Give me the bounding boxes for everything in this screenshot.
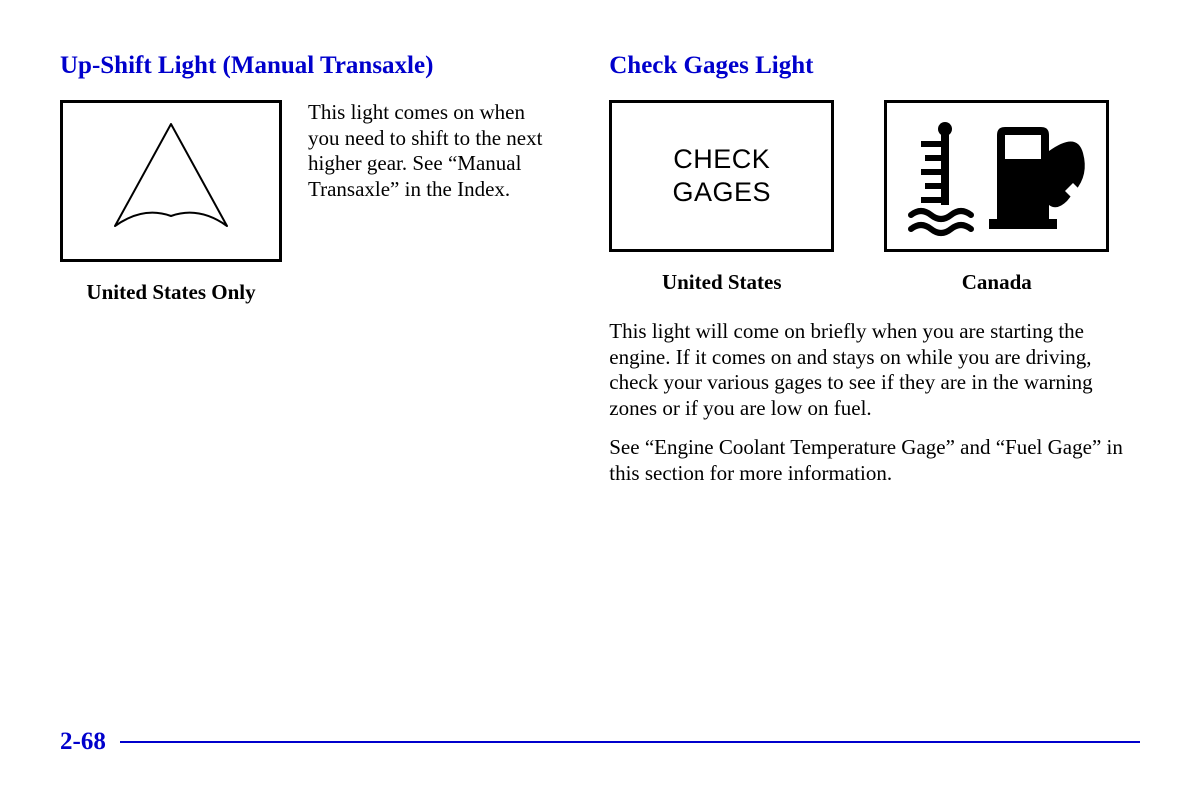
thermometer-icon bbox=[911, 122, 971, 233]
right-para-1: This light will come on briefly when you… bbox=[609, 319, 1140, 421]
fuel-pump-icon bbox=[989, 127, 1085, 229]
upshift-body-text: This light comes on when you need to shi… bbox=[308, 100, 561, 202]
left-column: Up-Shift Light (Manual Transaxle) United… bbox=[60, 52, 561, 501]
upshift-caption: United States Only bbox=[86, 280, 255, 305]
checkgages-icon-box: CHECK GAGES bbox=[609, 100, 834, 252]
checkgages-text: CHECK GAGES bbox=[672, 143, 771, 209]
upshift-icon-box bbox=[60, 100, 282, 262]
left-row: United States Only This light comes on w… bbox=[60, 100, 561, 305]
canada-icon-block: Canada bbox=[884, 100, 1109, 295]
upshift-arrow-icon bbox=[101, 116, 241, 246]
right-column: Check Gages Light CHECK GAGES United Sta… bbox=[609, 52, 1140, 501]
footer-rule bbox=[120, 741, 1140, 743]
right-para-2: See “Engine Coolant Temperature Gage” an… bbox=[609, 435, 1140, 486]
upshift-heading: Up-Shift Light (Manual Transaxle) bbox=[60, 52, 561, 80]
checkgages-line2: GAGES bbox=[672, 177, 771, 207]
checkgages-heading: Check Gages Light bbox=[609, 52, 1140, 80]
page-footer: 2-68 bbox=[60, 728, 1140, 756]
canada-caption: Canada bbox=[962, 270, 1032, 295]
us-icon-block: CHECK GAGES United States bbox=[609, 100, 834, 295]
content-columns: Up-Shift Light (Manual Transaxle) United… bbox=[60, 52, 1140, 501]
canada-icon-box bbox=[884, 100, 1109, 252]
checkgages-line1: CHECK bbox=[673, 144, 770, 174]
page-number: 2-68 bbox=[60, 728, 106, 756]
us-caption: United States bbox=[662, 270, 782, 295]
upshift-icon-block: United States Only bbox=[60, 100, 282, 305]
temp-fuel-icon bbox=[897, 111, 1097, 241]
right-icons-row: CHECK GAGES United States bbox=[609, 100, 1140, 295]
